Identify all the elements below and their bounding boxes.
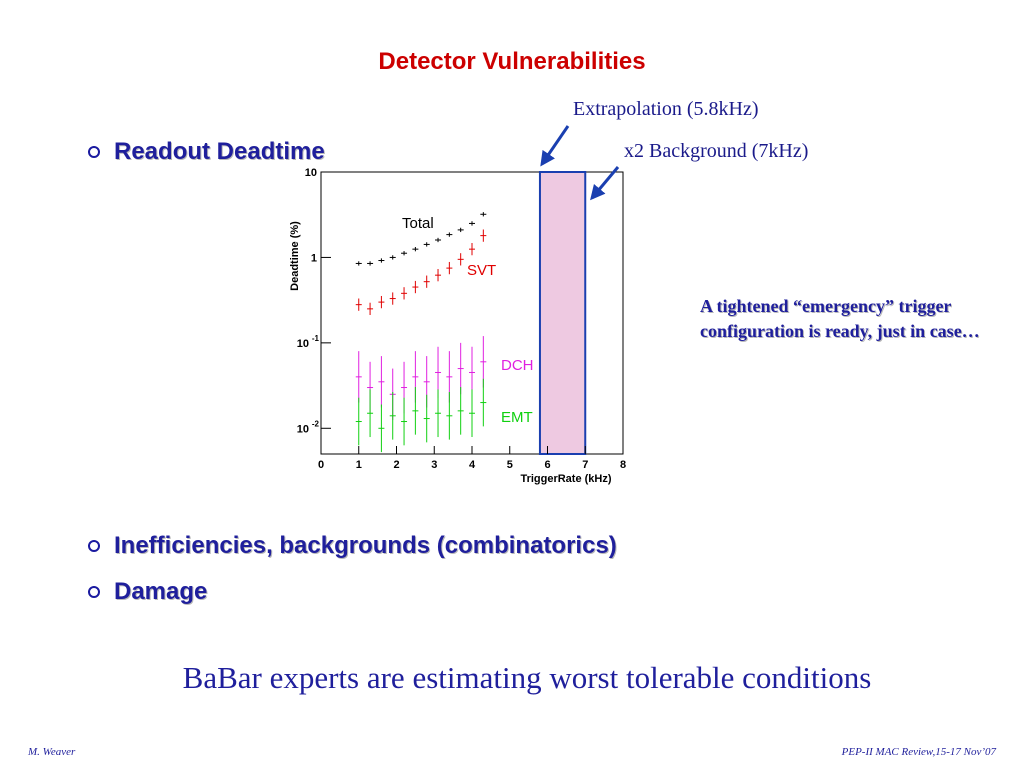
bullet-damage: Damage	[88, 578, 207, 606]
annotation-extrapolation: Extrapolation (5.8kHz)	[573, 98, 759, 120]
slide-title: Detector Vulnerabilities	[378, 48, 646, 75]
series-label-total: Total	[402, 215, 434, 232]
extrapolation-band	[538, 171, 587, 455]
extrapolation-arrow-icon	[540, 125, 570, 167]
footer-venue: PEP-II MAC Review,15-17 Nov’07	[841, 746, 996, 758]
x-tick-label: 3	[431, 459, 437, 471]
x-tick-label: 7	[582, 459, 588, 471]
x-tick-label: 5	[507, 459, 513, 471]
x-tick-labels: 0 1 2 3 4 5 6 7 8	[318, 459, 626, 471]
x-tick-label: 1	[356, 459, 362, 471]
y-tick-label: 10	[305, 167, 317, 179]
x-axis-label: TriggerRate (kHz)	[520, 473, 611, 485]
axis-ticks	[320, 171, 624, 454]
x-tick-label: 4	[469, 459, 476, 471]
bullet-label: Inefficiencies, backgrounds (combinatori…	[114, 532, 617, 559]
y-axis-label: Deadtime (%)	[289, 221, 301, 291]
bullet-inefficiencies: Inefficiencies, backgrounds (combinatori…	[88, 532, 617, 560]
x-tick-label: 2	[393, 459, 399, 471]
y-tick-label: 1	[311, 252, 317, 264]
y-tick-label: 10	[297, 338, 309, 350]
y-tick-exponent: -2	[312, 419, 320, 428]
x-tick-label: 6	[544, 459, 550, 471]
bullet-circle-icon	[88, 586, 100, 598]
bullet-label: Readout Deadtime	[114, 138, 325, 165]
x-tick-label: 8	[620, 459, 626, 471]
bullet-circle-icon	[88, 146, 100, 158]
series-label-emt: EMT	[501, 409, 533, 426]
emergency-note: A tightened “emergency” trigger configur…	[700, 296, 980, 341]
annotation-background: x2 Background (7kHz)	[624, 140, 809, 162]
background-arrow-icon	[590, 166, 620, 201]
y-tick-label: 10	[297, 423, 309, 435]
data-points	[355, 212, 487, 453]
bullet-circle-icon	[88, 540, 100, 552]
summary-text: BaBar experts are estimating worst toler…	[182, 660, 872, 695]
series-label-svt: SVT	[467, 262, 496, 279]
y-tick-exponent: -1	[312, 334, 320, 343]
series-label-dch: DCH	[501, 357, 534, 374]
bullet-label: Damage	[114, 578, 208, 605]
bullet-readout-deadtime: Readout Deadtime	[88, 138, 325, 166]
x-tick-label: 0	[318, 459, 324, 471]
footer-author: M. Weaver	[28, 746, 76, 758]
